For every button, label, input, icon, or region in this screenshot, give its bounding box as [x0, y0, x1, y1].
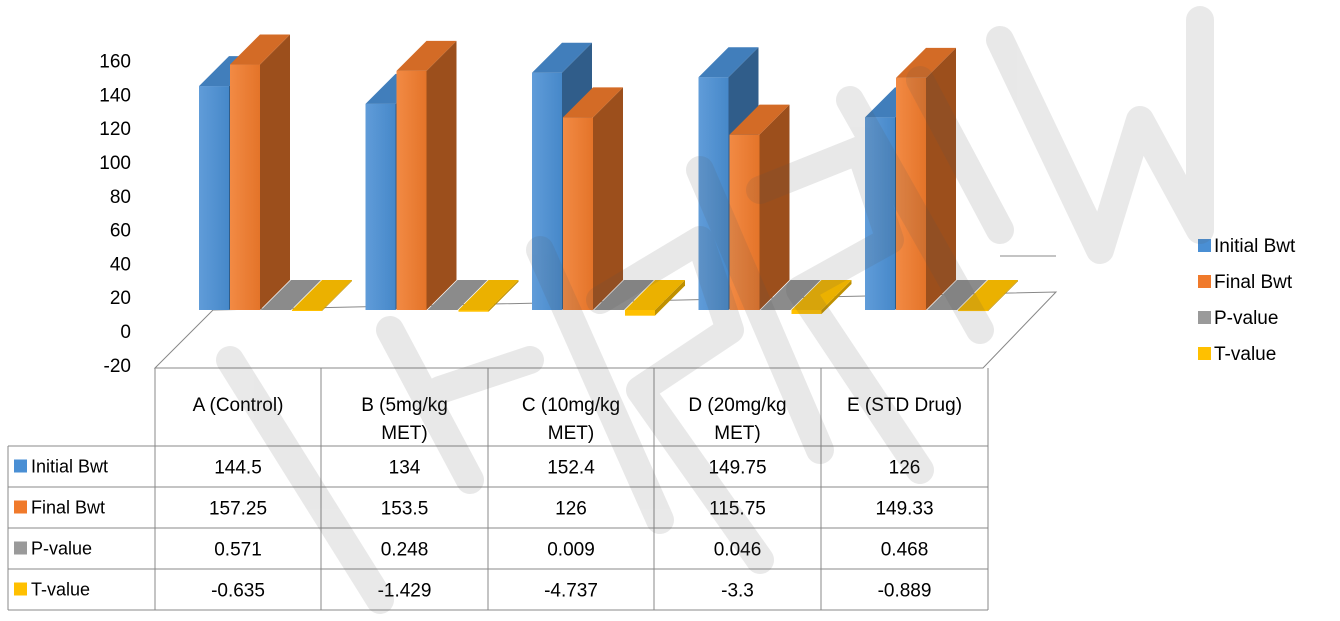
y-tick-label: 140 — [99, 85, 131, 106]
bar-final-bwt — [230, 34, 290, 311]
y-tick-label: 100 — [99, 153, 131, 174]
legend-label: Initial Bwt — [1214, 236, 1296, 257]
legend-swatch — [1198, 311, 1211, 324]
row-key-swatch — [14, 500, 27, 514]
bar-t-value — [958, 280, 1018, 312]
row-key-swatch — [14, 459, 27, 473]
legend-label: Final Bwt — [1214, 272, 1293, 293]
table-cell-value: -0.889 — [878, 581, 932, 602]
table-cell-value: 144.5 — [214, 458, 262, 479]
table-cell-value: 0.046 — [714, 540, 762, 561]
table-cell-value: 126 — [555, 499, 587, 520]
y-tick-label: 80 — [110, 187, 131, 208]
y-tick-label: 20 — [110, 288, 131, 309]
y-tick-label: 160 — [99, 52, 131, 73]
table-cell-value: 115.75 — [709, 499, 766, 520]
category-label: E (STD Drug) — [847, 395, 962, 416]
table-cell-value: -1.429 — [378, 581, 432, 602]
bar-p-value — [427, 280, 488, 310]
y-tick-label: 60 — [110, 221, 131, 242]
y-tick-label: 120 — [99, 119, 131, 140]
bar-final-bwt — [896, 47, 956, 311]
table-cell-value: 0.248 — [381, 540, 429, 561]
y-tick-label: -20 — [104, 356, 131, 377]
category-label: A (Control) — [193, 395, 284, 416]
floor-outline — [153, 291, 1058, 369]
row-key-label: Initial Bwt — [31, 457, 108, 477]
table-cell-value: -3.3 — [721, 581, 754, 602]
table-cell-value: -0.635 — [211, 581, 265, 602]
legend-swatch — [1198, 239, 1211, 252]
legend-swatch — [1198, 275, 1211, 288]
category-label: D (20mg/kg MET) — [688, 395, 786, 444]
legend-swatch — [1198, 347, 1211, 360]
legend-label: P-value — [1214, 308, 1278, 329]
chart-floor — [153, 291, 1058, 369]
table-cell-value: 153.5 — [381, 499, 429, 520]
bar-final-bwt — [396, 40, 457, 311]
bar-t-value — [625, 280, 685, 316]
bar-t-value — [791, 280, 852, 314]
y-axis-labels: 160 140 120 100 80 60 40 20 0 -20 — [99, 52, 131, 377]
table-cell-value: 126 — [889, 458, 921, 479]
row-key-label: P-value — [31, 539, 92, 559]
category-label: C (10mg/kg MET) — [522, 395, 620, 444]
bar-final-bwt — [563, 87, 623, 310]
row-key-swatch — [14, 582, 27, 596]
row-key-label: T-value — [31, 580, 90, 600]
table-cell-value: 157.25 — [209, 499, 267, 520]
table-cell-value: 0.468 — [881, 540, 929, 561]
bars — [199, 34, 1018, 316]
row-key-swatch — [14, 541, 27, 555]
bar-p-value — [927, 280, 987, 310]
data-table: A (Control) B (5mg/kg MET) C (10mg/kg MET) D … — [7, 368, 989, 611]
table-cell-value: -4.737 — [544, 581, 598, 602]
table-cell-value: 149.33 — [875, 499, 933, 520]
legend: Initial Bwt Final Bwt P-value T-value — [1198, 236, 1296, 365]
y-tick-label: 40 — [110, 254, 131, 275]
table-cell-value: 0.009 — [547, 540, 595, 561]
bar-t-value — [458, 280, 519, 312]
bar-p-value — [760, 280, 821, 310]
preview-watermark — [216, 6, 1214, 614]
table-cell-value: 134 — [389, 458, 421, 479]
table-cell-value: 152.4 — [547, 458, 595, 479]
bar-p-value — [594, 280, 654, 310]
bar-final-bwt — [729, 104, 790, 310]
table-cell-value: 0.571 — [214, 540, 262, 561]
bar-p-value — [261, 280, 321, 310]
table-cell-value: 149.75 — [708, 458, 766, 479]
row-key-label: Final Bwt — [31, 498, 105, 518]
category-label: B (5mg/kg MET) — [361, 395, 448, 444]
bar-t-value — [292, 280, 352, 311]
legend-label: T-value — [1214, 344, 1276, 365]
y-tick-label: 0 — [120, 322, 131, 343]
